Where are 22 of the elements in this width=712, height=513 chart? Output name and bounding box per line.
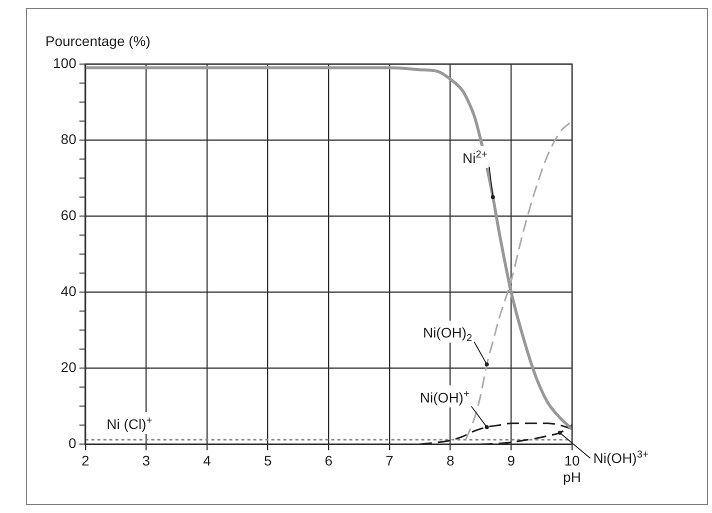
series-label: Ni(OH)+ bbox=[420, 388, 470, 406]
x-tick-label: 8 bbox=[446, 452, 454, 468]
y-axis-title: Pourcentage (%) bbox=[45, 33, 150, 49]
x-tick-label: 5 bbox=[264, 452, 272, 468]
point bbox=[558, 430, 562, 435]
x-tick-label: 2 bbox=[81, 452, 90, 468]
x-axis-title: pH bbox=[563, 469, 581, 486]
y-tick-label: 20 bbox=[60, 359, 77, 376]
y-tick-label: 0 bbox=[68, 435, 77, 452]
series-label: Ni (Cl)+ bbox=[106, 415, 152, 432]
y-tick-label: 80 bbox=[60, 130, 77, 147]
line-series bbox=[419, 422, 572, 444]
x-tick-label: 4 bbox=[203, 452, 212, 468]
x-tick-label: 6 bbox=[324, 452, 333, 468]
x-tick-label: 10 bbox=[564, 452, 580, 468]
x-tick-label: 7 bbox=[386, 452, 394, 468]
x-tick-label: 3 bbox=[142, 452, 150, 468]
x-tick-label: 9 bbox=[507, 452, 516, 468]
point bbox=[484, 425, 489, 430]
y-tick-label: 40 bbox=[60, 282, 77, 299]
y-tick-label: 60 bbox=[60, 206, 77, 223]
y-tick-label: 100 bbox=[53, 54, 77, 71]
